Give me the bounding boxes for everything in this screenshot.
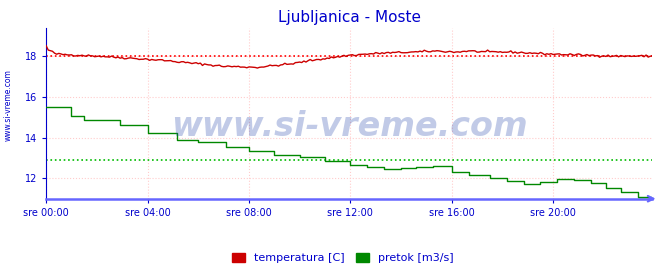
Text: www.si-vreme.com: www.si-vreme.com bbox=[3, 69, 13, 141]
Title: Ljubljanica - Moste: Ljubljanica - Moste bbox=[278, 10, 420, 25]
Legend: temperatura [C], pretok [m3/s]: temperatura [C], pretok [m3/s] bbox=[227, 248, 458, 268]
Text: www.si-vreme.com: www.si-vreme.com bbox=[171, 110, 528, 143]
